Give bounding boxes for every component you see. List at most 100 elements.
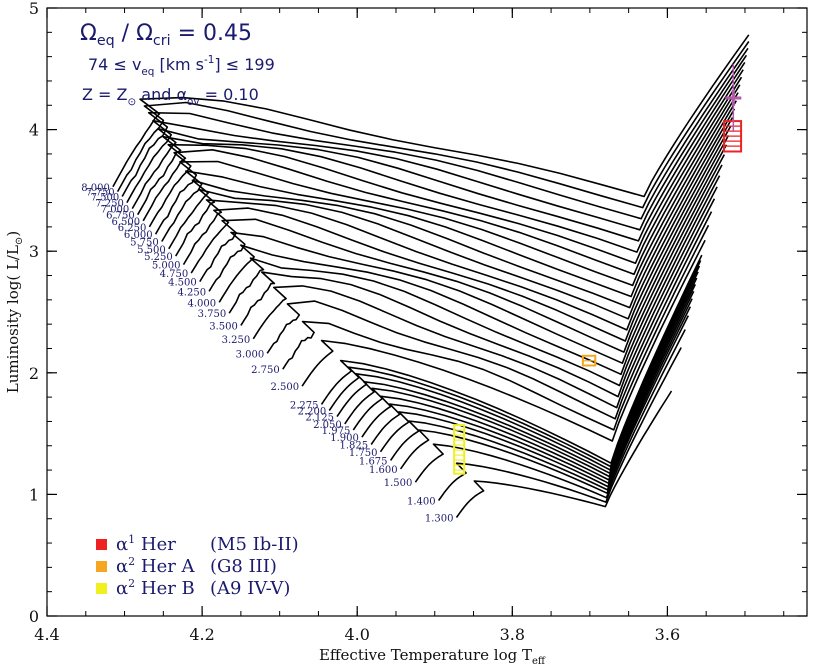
mass-label: 1.825: [340, 441, 369, 452]
star-box: [453, 424, 466, 475]
track-line: [414, 329, 686, 499]
mass-label: 7.000: [101, 205, 130, 216]
track-line: [336, 265, 701, 471]
x-tick-label: 4.0: [344, 625, 369, 644]
track-line: [379, 298, 693, 488]
legend: α1 Her (M5 Ib-II)α2 Her A (G8 III)α2 Her B…: [96, 533, 299, 599]
track-line: [154, 92, 739, 287]
legend-swatch: [96, 561, 107, 572]
legend-sup: 1: [128, 533, 135, 546]
track-line: [352, 277, 698, 478]
track-line: [228, 175, 721, 387]
info-text: Z = Z: [82, 85, 128, 104]
mass-label: 3.250: [222, 335, 251, 346]
info-text: 74 ≤ v: [88, 55, 141, 74]
mass-label: 1.600: [369, 465, 398, 476]
track-line: [399, 315, 690, 494]
mass-label: 1.750: [349, 448, 378, 459]
mass-label: 6.250: [118, 223, 147, 234]
legend-alpha: α: [116, 556, 128, 577]
info-text: / Ω: [115, 21, 153, 46]
mass-label: 2.125: [305, 413, 334, 424]
mass-label: 1.300: [425, 514, 454, 525]
legend-name: Her: [135, 534, 176, 555]
y-tick-label: 2: [29, 364, 39, 383]
x-axis-label: Effective Temperature log Teff: [319, 646, 546, 665]
info-text: ⊙: [128, 96, 137, 108]
info-text: eq: [141, 66, 154, 78]
legend-name: Her A: [135, 556, 195, 577]
star-boxes: [453, 63, 743, 475]
track-line: [301, 239, 706, 442]
legend-alpha: α: [116, 578, 128, 599]
plot-frame: [46, 7, 808, 617]
y-axis-label: Luminosity log( L/L⊙): [4, 231, 25, 393]
info-text: cri: [153, 33, 171, 49]
info-line: Z = Z⊙ and αov = 0.10: [82, 85, 259, 108]
track-line: [320, 254, 703, 464]
track-line: [266, 211, 713, 420]
legend-sup: 2: [128, 577, 135, 590]
mass-label: 2.750: [251, 365, 280, 376]
y-tick-label: 5: [29, 0, 39, 18]
info-text: and α: [136, 85, 187, 104]
legend-swatch: [96, 539, 107, 550]
info-text: ov: [187, 96, 200, 108]
mass-label: 7.500: [91, 192, 120, 203]
track-line: [142, 76, 743, 264]
track-line: [161, 100, 737, 298]
legend-label: α2 Her B (A9 IV-V): [116, 577, 290, 599]
mass-label: 5.500: [137, 245, 166, 256]
info-text: [km s: [154, 55, 204, 74]
y-tick-label: 1: [29, 485, 39, 504]
model-info: Ωeq / Ωcri = 0.45 74 ≤ veq [km s-1] ≤ 199…: [80, 21, 275, 108]
mass-label: 1.900: [330, 433, 359, 444]
track-line: [282, 224, 710, 431]
x-tick-label: 3.8: [500, 625, 525, 644]
mass-label: 7.750: [86, 188, 115, 199]
info-text: ] ≤ 199: [214, 55, 274, 74]
mass-label: 2.200: [298, 406, 327, 417]
mass-label: 1.675: [359, 456, 388, 467]
mass-label: 5.000: [152, 261, 181, 272]
track-line: [168, 108, 736, 309]
info-text: = 0.45: [171, 21, 252, 46]
info-text: Ω: [80, 21, 97, 46]
mass-label: 3.500: [209, 321, 238, 332]
track-line: [344, 271, 699, 474]
info-text: = 0.10: [200, 85, 259, 104]
y-tick-label: 4: [29, 121, 39, 140]
mass-label: 1.500: [384, 478, 413, 489]
mass-label: 1.400: [407, 496, 436, 507]
legend-spectral: (A9 IV-V): [210, 578, 290, 599]
mass-label: 4.500: [168, 278, 197, 289]
track-line: [137, 69, 744, 253]
mass-label: 4.750: [160, 269, 189, 280]
info-line: 74 ≤ veq [km s-1] ≤ 199: [88, 54, 275, 78]
track-line: [208, 154, 726, 364]
y-tick-label: 3: [29, 242, 39, 261]
track-line: [455, 390, 673, 518]
legend-spectral: (G8 III): [210, 556, 277, 577]
legend-label: α1 Her (M5 Ib-II): [116, 533, 299, 555]
legend-sup: 2: [128, 555, 135, 568]
x-tick-label: 4.2: [189, 625, 214, 644]
mass-label: 3.000: [236, 349, 265, 360]
track-line: [131, 61, 746, 242]
info-line: Ωeq / Ωcri = 0.45: [80, 21, 252, 49]
track-line: [361, 284, 697, 481]
track-line: [175, 117, 734, 320]
mass-label: 5.750: [130, 237, 159, 248]
x-tick-label: 4.4: [34, 625, 59, 644]
track-line: [126, 54, 748, 231]
legend-name: Her B: [135, 578, 195, 599]
mass-label: 4.250: [177, 287, 206, 298]
track-line: [240, 186, 718, 398]
track-line: [437, 347, 682, 503]
track-line: [218, 164, 723, 376]
mass-label: 5.250: [144, 252, 173, 263]
legend-label: α2 Her A (G8 III): [116, 555, 277, 577]
mass-label: 8.000: [81, 183, 110, 194]
evolutionary-tracks: [112, 34, 750, 518]
mass-labels: 8.0007.7507.5007.2507.0006.7506.5006.250…: [81, 183, 453, 525]
